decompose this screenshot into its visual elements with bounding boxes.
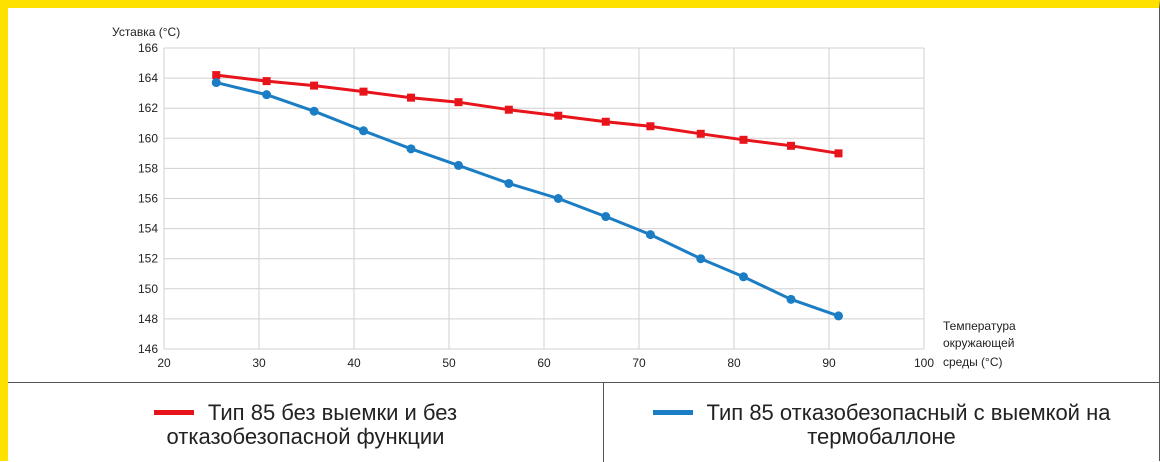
x-axis-title-line-1: Температура	[943, 319, 1016, 333]
series-1-point	[212, 71, 221, 80]
series-2-point	[786, 294, 796, 304]
series-line-2	[215, 81, 839, 318]
y-tick-label: 160	[138, 131, 158, 145]
series-1-point	[696, 129, 705, 138]
series-1-point	[262, 77, 271, 86]
grid	[163, 47, 925, 350]
legend-item-1: Тип 85 без выемки и без отказобезопасной…	[8, 383, 604, 462]
y-tick-label: 146	[138, 342, 158, 356]
y-axis-title: Уставка (°C)	[112, 25, 180, 39]
y-tick-label: 158	[138, 161, 158, 175]
x-axis-title-line-2: окружающей	[943, 336, 1014, 350]
series-1-point	[646, 122, 655, 131]
series-1-point	[834, 149, 843, 158]
x-tick-labels: 20 30 40 50 60 70 80 90 100	[157, 356, 934, 370]
legend-swatch-red	[153, 409, 194, 415]
series-line-1	[216, 73, 839, 155]
x-tick-label: 70	[632, 356, 646, 370]
series-1-point	[454, 98, 463, 107]
legend-swatch-blue	[652, 409, 693, 415]
series-2-point	[504, 178, 514, 188]
legend-item-2-line-1: Тип 85 отказобезопасный с выемкой на	[706, 400, 1111, 425]
series-2-point	[601, 212, 611, 222]
series-2-point	[309, 106, 319, 116]
x-tick-label: 50	[442, 356, 456, 370]
series-group	[211, 71, 843, 321]
x-tick-label: 40	[347, 356, 361, 370]
line-chart: 146 148 150 152 154 156 158 160 162 164 166 20 30 40…	[112, 25, 1016, 370]
y-tick-label: 162	[138, 101, 158, 115]
y-tick-label: 150	[138, 282, 158, 296]
series-2-point	[739, 272, 748, 282]
series-1-point	[554, 111, 563, 120]
x-tick-label: 80	[727, 356, 741, 370]
series-1-point	[310, 81, 319, 90]
y-tick-label: 156	[138, 192, 158, 206]
series-2-point	[834, 311, 843, 321]
series-1-point	[504, 105, 513, 114]
series-2-point	[262, 90, 272, 100]
series-1-point	[787, 141, 795, 150]
y-tick-labels: 146 148 150 152 154 156 158 160 162 164 166	[138, 41, 158, 356]
x-tick-label: 100	[914, 356, 934, 370]
y-tick-label: 152	[138, 252, 158, 266]
x-tick-label: 30	[252, 356, 266, 370]
x-tick-label: 90	[822, 356, 836, 370]
series-2-point	[645, 230, 655, 240]
series-1-point	[601, 117, 610, 126]
legend: Тип 85 без выемки и без отказобезопасной…	[8, 382, 1159, 462]
x-tick-label: 20	[157, 356, 171, 370]
legend-item-1-line-1: Тип 85 без выемки и без	[207, 400, 458, 425]
x-tick-label: 60	[537, 356, 551, 370]
series-1-point	[359, 87, 368, 96]
y-tick-label: 148	[138, 312, 158, 326]
y-tick-label: 164	[138, 71, 158, 85]
legend-item-1-line-2: отказобезопасной функции	[166, 424, 445, 449]
series-1-point	[739, 135, 748, 144]
x-axis-title-line-3: среды (°C)	[943, 355, 1003, 369]
legend-item-2: Тип 85 отказобезопасный с выемкой на тер…	[604, 383, 1159, 462]
y-tick-label: 154	[138, 222, 158, 236]
legend-item-2-line-2: термобаллоне	[807, 424, 956, 449]
series-2-point	[211, 78, 221, 88]
series-2-point	[359, 126, 368, 136]
series-2-point	[454, 160, 463, 170]
series-1-point	[407, 93, 415, 102]
series-2-point	[406, 144, 416, 154]
series-2-point	[553, 194, 563, 203]
y-tick-label: 166	[138, 41, 158, 55]
series-2-point	[696, 254, 706, 264]
